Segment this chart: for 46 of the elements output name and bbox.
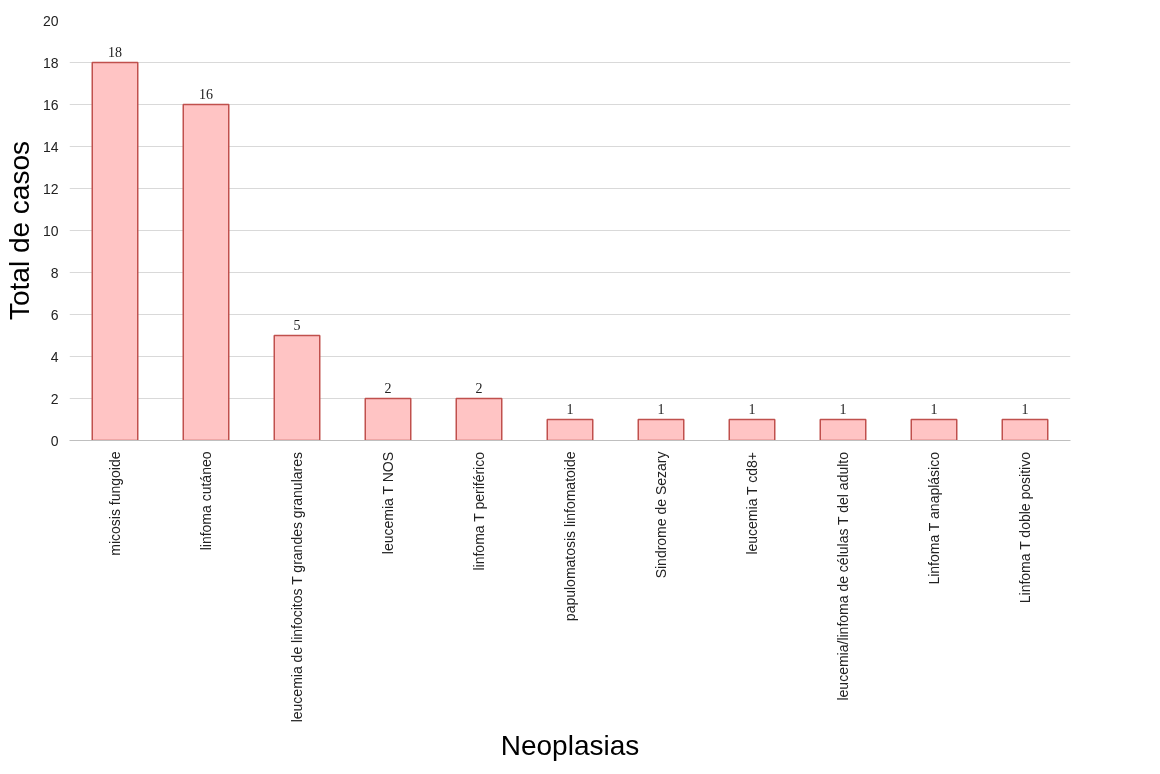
- y-tick-label: 0: [50, 432, 59, 449]
- data-label: 1: [566, 401, 574, 417]
- data-label: 18: [108, 44, 122, 60]
- bar: [91, 61, 139, 441]
- y-tick-label: 10: [42, 222, 59, 239]
- y-tick-label: 8: [50, 264, 59, 281]
- bar: [546, 418, 594, 441]
- x-tick-label: Linfoma T doble positivo: [1017, 451, 1033, 604]
- y-axis-title: Total de casos: [3, 141, 35, 320]
- data-label: 16: [199, 86, 213, 102]
- bar: [273, 334, 321, 441]
- bar: [182, 103, 230, 441]
- x-tick-label: leucemia T NOS: [380, 451, 396, 555]
- x-tick-label: linfoma T periférico: [471, 451, 487, 571]
- y-tick-label: 14: [42, 138, 59, 155]
- bar: [1001, 418, 1049, 441]
- bar: [819, 418, 867, 441]
- x-tick-label: micosis fungoide: [107, 451, 123, 556]
- bar: [637, 418, 685, 441]
- x-tick-label: leucemia T cd8+: [744, 452, 760, 555]
- data-label: 5: [293, 317, 301, 333]
- bar: [728, 418, 776, 441]
- x-tick-label: leucemia de linfocitos T grandes granulares: [289, 452, 305, 723]
- y-tick-label: 12: [42, 180, 59, 197]
- bar: [455, 397, 503, 441]
- y-tick-label: 4: [50, 348, 59, 365]
- data-label: 2: [384, 380, 392, 396]
- bar: [364, 397, 412, 441]
- x-tick-label: papulomatosis linfomatoide: [562, 451, 578, 622]
- x-tick-label: Linfoma T anaplásico: [926, 451, 942, 585]
- data-label: 2: [475, 380, 483, 396]
- y-tick-label: 2: [50, 390, 59, 407]
- y-tick-label: 16: [42, 96, 59, 113]
- bar: [910, 418, 958, 441]
- y-tick-label: 6: [50, 306, 59, 323]
- data-label: 1: [1021, 401, 1029, 417]
- x-axis-title: Neoplasias: [500, 730, 640, 762]
- y-tick-label: 20: [42, 12, 59, 29]
- data-label: 1: [930, 401, 938, 417]
- data-label: 1: [839, 401, 847, 417]
- data-label: 1: [748, 401, 756, 417]
- data-label: 1: [657, 401, 665, 417]
- x-tick-label: leucemia/linfoma de células T del adulto: [835, 451, 851, 701]
- x-tick-label: linfoma cutáneo: [198, 451, 214, 551]
- x-tick-label: Sindrome de Sezary: [653, 451, 669, 579]
- y-tick-label: 18: [42, 54, 59, 71]
